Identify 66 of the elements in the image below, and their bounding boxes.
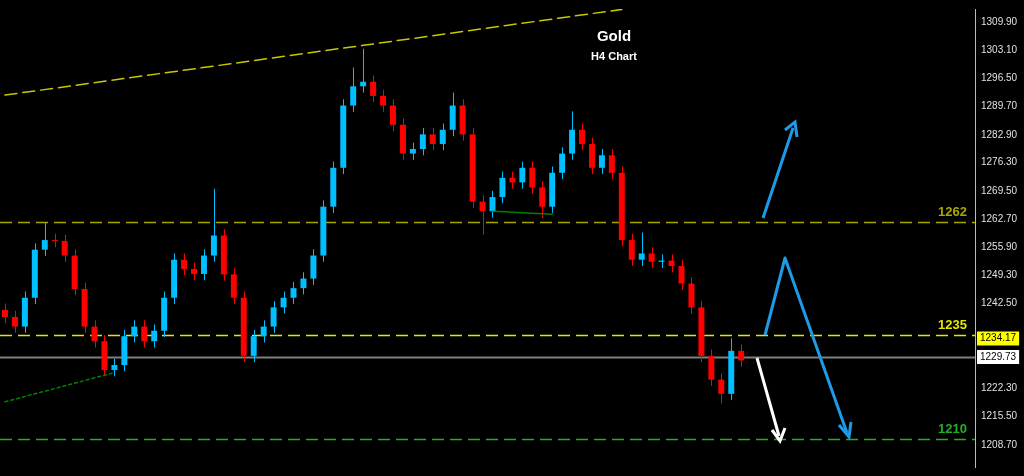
candlestick [91, 319, 98, 348]
candlestick [708, 349, 715, 387]
candlestick [260, 319, 267, 343]
candlestick [280, 290, 287, 315]
y-tick-label: 1289.70 [981, 100, 1018, 112]
candlestick [51, 233, 58, 248]
candlestick [419, 127, 426, 156]
y-tick-label: 1215.50 [981, 410, 1018, 422]
y-tick-label: 1208.70 [981, 438, 1018, 450]
candlestick [181, 252, 188, 276]
candlestick [11, 310, 18, 334]
ref-line-label: 1235 [938, 317, 967, 333]
candlestick [608, 148, 615, 180]
y-tick-label: 1276.30 [981, 156, 1018, 168]
text: H4 Chart [591, 50, 638, 63]
candlestick [230, 267, 237, 305]
candlestick [200, 248, 207, 281]
candlestick [300, 271, 307, 295]
y-tick-label: 1309.90 [981, 15, 1018, 27]
candlestick [141, 319, 148, 348]
candlestick [439, 123, 446, 151]
candlestick [210, 188, 217, 263]
y-tick-label: 1242.50 [981, 297, 1018, 309]
candlestick [628, 233, 635, 267]
annotation: 1234.17 [980, 332, 1017, 344]
candlestick [380, 89, 387, 113]
y-tick-label: 1249.30 [981, 268, 1018, 280]
candlestick [1, 303, 8, 324]
candlestick [718, 372, 725, 404]
candlestick [350, 67, 357, 113]
candlestick [648, 246, 655, 269]
candlestick [429, 127, 436, 151]
candlestick [479, 194, 486, 236]
candlestick [390, 98, 396, 132]
y-tick-label: 1282.90 [981, 128, 1018, 140]
y-tick-label: 1222.30 [981, 381, 1018, 393]
candlestick [489, 190, 496, 219]
candlestick [41, 221, 48, 257]
candlestick [270, 300, 277, 334]
candlestick [499, 171, 506, 204]
candlestick [688, 276, 695, 315]
candlestick [539, 180, 546, 219]
candlestick [370, 74, 377, 103]
ref-line-label: 1262 [938, 204, 967, 220]
ref-line-label: 1210 [938, 421, 967, 437]
y-tick-label: 1296.50 [981, 71, 1018, 83]
candlestick [529, 161, 536, 195]
candlestick [579, 123, 585, 151]
text: Gold [596, 27, 632, 45]
candlestick [61, 234, 68, 263]
candlestick [559, 146, 566, 180]
candlestick [598, 148, 605, 175]
ref-line-label: 1229.73 [980, 350, 1017, 362]
candlestick [738, 344, 745, 368]
candlestick [569, 110, 576, 161]
candlestick [588, 137, 595, 175]
candlestick [151, 324, 158, 348]
y-tick-label: 1303.10 [981, 44, 1018, 56]
candlestick [250, 329, 257, 363]
candlestick [638, 232, 645, 267]
candlestick [131, 319, 138, 343]
y-tick-label: 1262.70 [981, 212, 1018, 224]
y-tick-label: 1255.90 [981, 241, 1018, 253]
candlestick [310, 248, 317, 286]
candlestick [519, 161, 526, 190]
y-tick-label: 1269.50 [981, 184, 1018, 196]
